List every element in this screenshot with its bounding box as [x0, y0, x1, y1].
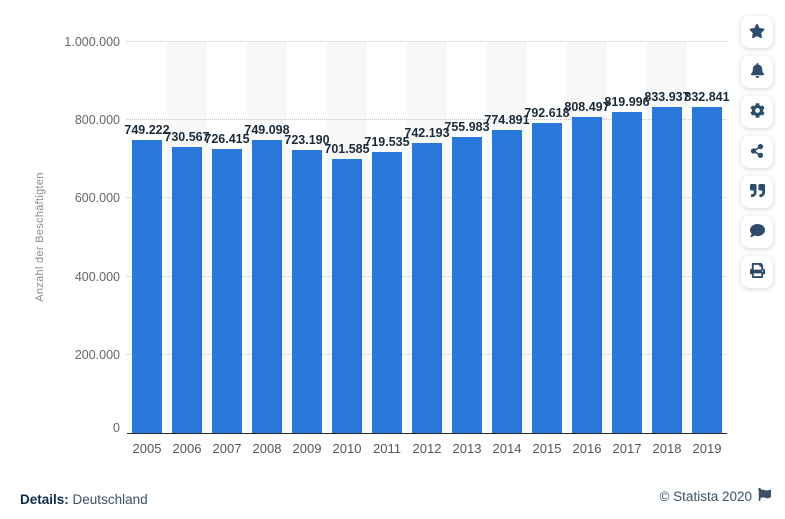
bar-value-label: 730.567 [164, 130, 210, 144]
bar-value-label: 726.415 [204, 132, 250, 146]
quote-icon [749, 183, 765, 201]
bar-value-label: 719.535 [364, 135, 410, 149]
bar-value-label: 774.891 [484, 113, 530, 127]
x-tick-label: 2005 [132, 441, 162, 456]
flag-icon[interactable] [758, 488, 771, 504]
x-tick-label: 2019 [692, 441, 722, 456]
gridline [127, 41, 727, 42]
bar-2019[interactable] [692, 107, 722, 433]
y-tick-label: 200.000 [74, 347, 120, 362]
bar-value-label: 749.222 [124, 123, 170, 137]
bar-2013[interactable] [452, 137, 482, 433]
comment-icon [749, 223, 765, 241]
comment-button[interactable] [741, 216, 773, 248]
plot-area: 749.222 730.567 726.415 749.098 723.190 701.5… [124, 41, 730, 434]
x-tick-label: 2006 [172, 441, 202, 456]
x-tick-label: 2012 [412, 441, 442, 456]
bar-2018[interactable] [652, 107, 682, 433]
bar-value-label: 832.841 [684, 90, 730, 104]
x-tick-label: 2015 [532, 441, 562, 456]
details-label: Details: [20, 492, 69, 507]
x-tick-label: 2016 [572, 441, 602, 456]
bar-value-label: 755.983 [444, 120, 490, 134]
details-line: Details: Deutschland [20, 492, 148, 507]
bar-2016[interactable] [572, 117, 602, 433]
bar-2008[interactable] [252, 140, 282, 433]
bar-value-label: 833.937 [644, 90, 690, 104]
y-axis-tick-labels: 0 200.000 400.000 600.000 800.000 1.000.000 [30, 35, 120, 435]
notifications-button[interactable] [741, 56, 773, 88]
x-tick-label: 2014 [492, 441, 522, 456]
bar-2017[interactable] [612, 112, 642, 433]
bar-2010[interactable] [332, 159, 362, 433]
gear-icon [750, 103, 765, 121]
y-tick-label: 600.000 [74, 191, 120, 206]
x-tick-label: 2013 [452, 441, 482, 456]
bell-icon [750, 63, 765, 81]
bar-value-label: 819.996 [604, 95, 650, 109]
x-tick-label: 2010 [332, 441, 362, 456]
bar-2011[interactable] [372, 152, 402, 433]
citation-button[interactable] [741, 176, 773, 208]
print-button[interactable] [741, 256, 773, 288]
bar-value-label: 749.098 [244, 123, 290, 137]
details-value: Deutschland [72, 492, 148, 507]
copyright-line: © Statista 2020 [659, 488, 771, 504]
chart-toolbar [741, 16, 773, 296]
bar-2006[interactable] [172, 147, 202, 433]
bar-value-label: 808.497 [564, 100, 610, 114]
y-tick-label: 800.000 [74, 113, 120, 128]
print-icon [749, 263, 765, 281]
bar-value-label: 701.585 [324, 142, 370, 156]
favorite-button[interactable] [741, 16, 773, 48]
bar-2007[interactable] [212, 149, 242, 433]
x-tick-label: 2007 [212, 441, 242, 456]
bar-2014[interactable] [492, 130, 522, 433]
bar-value-label: 723.190 [284, 133, 330, 147]
x-axis-tick-labels: 2005 2006 2007 2008 2009 2010 2011 2012 2013 2014… [127, 441, 727, 459]
bar-2005[interactable] [132, 140, 162, 433]
bar-2015[interactable] [532, 123, 562, 433]
share-button[interactable] [741, 136, 773, 168]
x-tick-label: 2018 [652, 441, 682, 456]
x-tick-label: 2017 [612, 441, 642, 456]
gridline [127, 119, 727, 121]
y-tick-label: 400.000 [74, 269, 120, 284]
settings-button[interactable] [741, 96, 773, 128]
bar-2009[interactable] [292, 150, 322, 433]
copyright-text[interactable]: © Statista 2020 [659, 488, 752, 504]
bar-value-label: 742.193 [404, 126, 450, 140]
share-icon [750, 143, 764, 161]
star-icon [749, 23, 765, 42]
bar-value-label: 792.618 [524, 106, 570, 120]
y-tick-label: 0 [113, 421, 120, 435]
y-tick-label: 1.000.000 [64, 35, 120, 49]
x-tick-label: 2008 [252, 441, 282, 456]
x-tick-label: 2011 [373, 441, 401, 456]
bar-2012[interactable] [412, 143, 442, 433]
x-tick-label: 2009 [292, 441, 322, 456]
